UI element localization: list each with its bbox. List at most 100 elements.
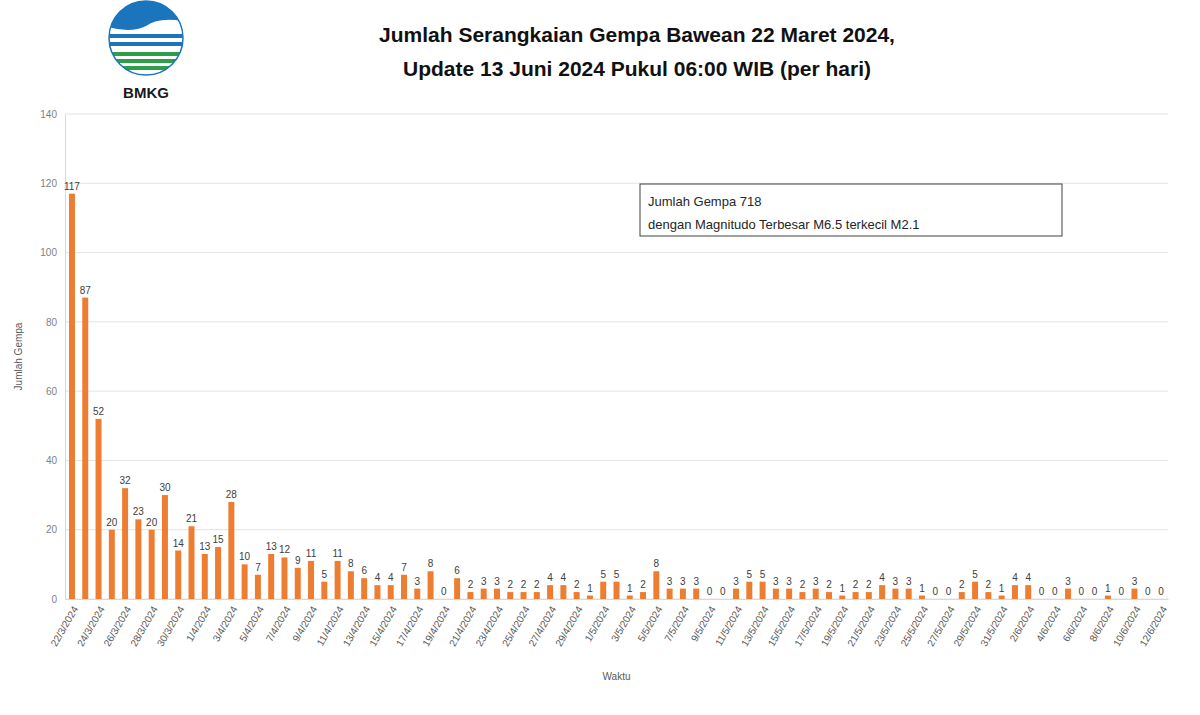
grid-line [65, 460, 1168, 461]
data-label: 20 [146, 517, 158, 528]
bar [494, 589, 500, 599]
x-tick: 1/5/2024 [582, 599, 611, 643]
annotation-box [640, 184, 1062, 236]
background [0, 0, 1200, 715]
bar [720, 599, 726, 600]
bar [361, 578, 367, 599]
grid-line [65, 391, 1168, 392]
data-label: 8 [348, 558, 354, 569]
x-tick: 29/4/2024 [553, 599, 585, 648]
bar [1145, 599, 1151, 600]
subtitle: Update 13 Juni 2024 Pukul 06:00 WIB (per… [403, 57, 871, 80]
bar [1065, 589, 1071, 599]
data-label: 5 [972, 569, 978, 580]
bar [268, 554, 274, 599]
x-tick-label: 5/5/2024 [636, 604, 665, 644]
x-axis: 22/3/202424/3/202426/3/202428/3/202430/3… [48, 599, 1169, 648]
data-label: 52 [93, 406, 105, 417]
data-label: 2 [986, 579, 992, 590]
x-tick-label: 1/5/2024 [582, 604, 611, 644]
data-label: 11 [306, 548, 317, 559]
x-tick-label: 12/6/2024 [1137, 604, 1169, 648]
bar [202, 554, 208, 599]
bar [1131, 589, 1137, 599]
data-label: 5 [600, 569, 606, 580]
bar [454, 578, 460, 599]
data-label: 3 [773, 576, 779, 587]
bar [215, 547, 221, 599]
data-label: 2 [507, 579, 513, 590]
bar [999, 596, 1005, 599]
data-label: 5 [614, 569, 620, 580]
bar [773, 589, 779, 599]
data-label: 4 [388, 572, 394, 583]
bar [547, 585, 553, 599]
data-label: 14 [173, 538, 185, 549]
y-axis-title: Jumlah Gempa [13, 322, 24, 390]
bar [866, 592, 872, 599]
data-label: 0 [707, 586, 713, 597]
bar [746, 582, 752, 599]
data-label: 9 [295, 555, 301, 566]
x-tick: 7/4/2024 [264, 599, 293, 643]
title: Jumlah Serangkaian Gempa Bawean 22 Maret… [379, 23, 895, 46]
bar [614, 582, 620, 599]
x-tick: 12/6/2024 [1137, 599, 1169, 648]
data-label: 5 [760, 569, 766, 580]
y-axis: 020406080100120140 [40, 109, 65, 605]
data-label: 0 [1118, 586, 1124, 597]
x-tick-label: 31/5/2024 [978, 604, 1010, 648]
bar [507, 592, 513, 599]
data-label: 1 [1105, 583, 1111, 594]
logo-stripe [105, 66, 187, 70]
x-tick: 5/4/2024 [237, 599, 266, 643]
data-label: 2 [468, 579, 474, 590]
data-label: 3 [1065, 576, 1071, 587]
y-tick-label: 60 [46, 386, 58, 397]
bar [680, 589, 686, 599]
y-tick-label: 40 [46, 455, 58, 466]
grid-line [65, 321, 1168, 322]
data-label: 3 [494, 576, 500, 587]
y-tick-label: 0 [51, 594, 57, 605]
bar [69, 194, 75, 599]
logo-stripe [105, 34, 187, 38]
bar [467, 592, 473, 599]
data-label: 2 [800, 579, 806, 590]
x-tick-label: 3/4/2024 [211, 604, 240, 644]
data-label: 0 [1158, 586, 1164, 597]
x-tick-label: 7/5/2024 [662, 604, 691, 644]
x-tick-label: 2/6/2024 [1007, 604, 1036, 644]
bar [308, 561, 314, 599]
data-label: 3 [813, 576, 819, 587]
data-label: 23 [133, 506, 145, 517]
data-label: 0 [1079, 586, 1085, 597]
data-label: 3 [906, 576, 912, 587]
logo-body [105, 0, 187, 80]
data-label: 3 [415, 576, 421, 587]
y-tick: 80 [46, 317, 65, 328]
data-label: 4 [1025, 572, 1031, 583]
annotation-text: dengan Magnitudo Terbesar M6.5 terkecil … [648, 217, 919, 232]
bar [401, 575, 407, 599]
data-label: 0 [441, 586, 447, 597]
x-tick: 1/4/2024 [184, 599, 213, 643]
data-label: 0 [720, 586, 726, 597]
data-label: 13 [266, 541, 278, 552]
x-tick: 8/6/2024 [1087, 599, 1116, 643]
y-tick: 100 [40, 247, 65, 258]
bar [414, 589, 420, 599]
data-label: 32 [120, 475, 132, 486]
data-label: 5 [747, 569, 753, 580]
data-label: 3 [733, 576, 739, 587]
data-label: 4 [561, 572, 567, 583]
chart: BMKGJumlah Serangkaian Gempa Bawean 22 M… [0, 0, 1200, 715]
bar [295, 568, 301, 599]
data-label: 2 [521, 579, 527, 590]
data-label: 5 [322, 569, 328, 580]
data-label: 3 [481, 576, 487, 587]
logo-stripe [105, 52, 187, 56]
data-label: 0 [1039, 586, 1045, 597]
data-label: 8 [428, 558, 434, 569]
bar [96, 419, 102, 599]
